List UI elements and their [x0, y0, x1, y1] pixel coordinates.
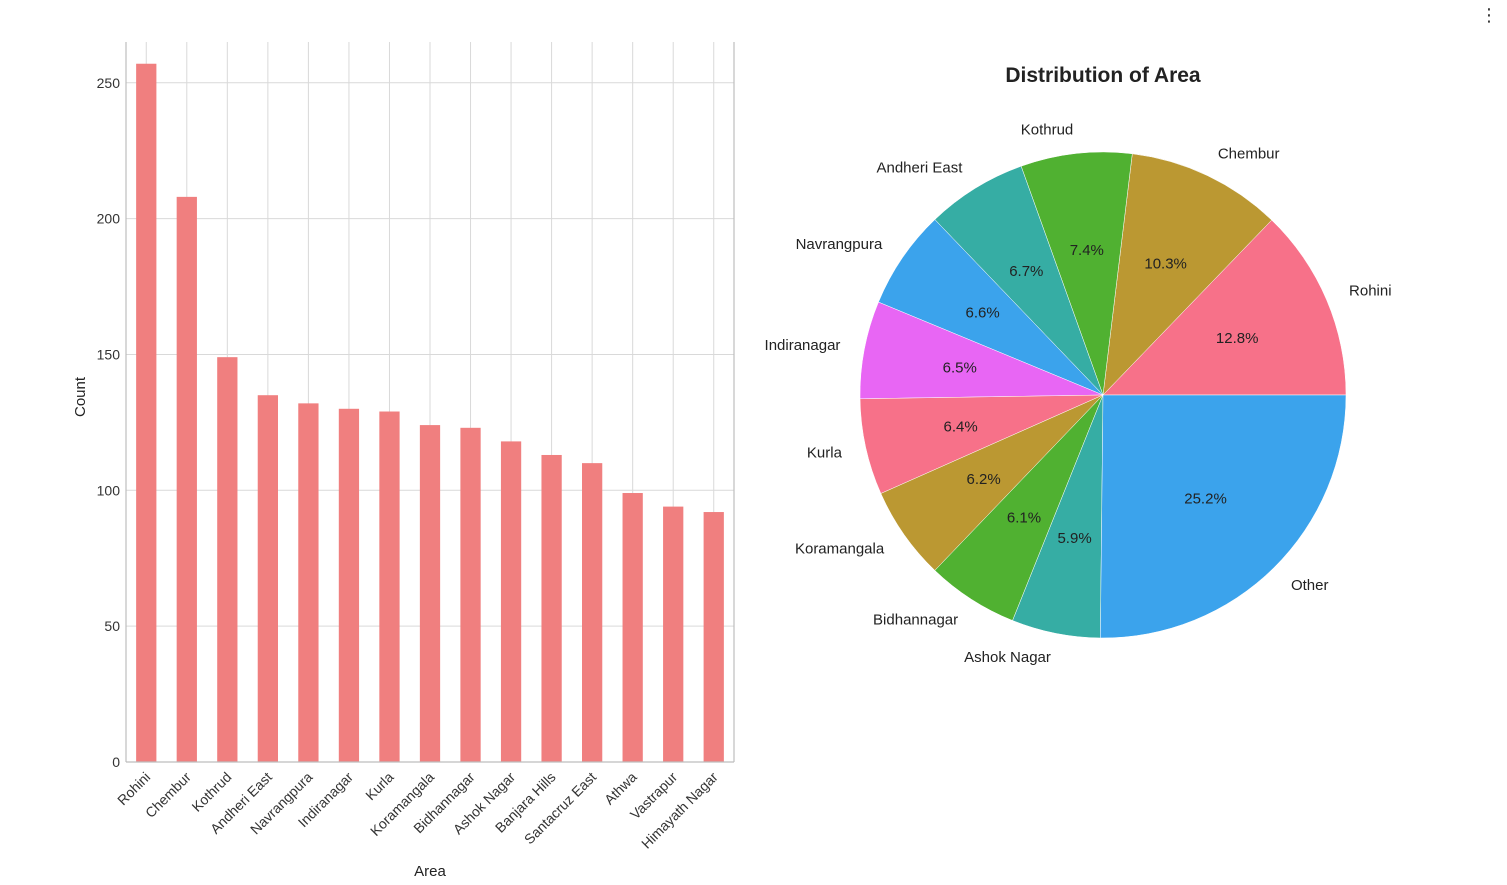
bar-y-tick-label: 150: [97, 346, 121, 362]
bar-series: [136, 63, 724, 763]
pie-slice-label: Bidhannagar: [873, 612, 958, 629]
pie-slice-label: Kothrud: [1021, 121, 1074, 138]
pie-slice-label: Chembur: [1218, 146, 1280, 163]
bar-y-tick-label: 200: [97, 211, 121, 227]
bar-x-tick-label: Santacruz East: [521, 769, 600, 848]
pie-percent-label: 6.7%: [1009, 263, 1043, 280]
pie-slice-label: Rohini: [1349, 282, 1392, 299]
pie-slice: [1102, 153, 1273, 396]
bar: [379, 411, 400, 762]
bar-y-axis-label: Count: [72, 376, 89, 417]
pie-slice: [1020, 151, 1133, 396]
bar-x-tick-label: Himayath Nagar: [638, 769, 721, 852]
pie-slice-label: Other: [1291, 577, 1329, 594]
bar: [338, 408, 360, 762]
bar: [541, 454, 562, 762]
bar-y-tick-label: 0: [112, 754, 120, 770]
bar: [460, 427, 481, 762]
bar-x-axis-label: Area: [414, 863, 446, 880]
bar-axes: [125, 42, 735, 763]
bar-x-tick-label: Athwa: [601, 769, 640, 808]
pie-percent-labels: 12.8% 10.3% 7.4% 6.7% 6.6% 6.5% 6.4% 6.2% 6.1% 5.…: [943, 242, 1259, 547]
pie-percent-label: 25.2%: [1184, 491, 1227, 508]
pie-percent-label: 6.2%: [967, 471, 1001, 488]
pie-percent-label: 12.8%: [1216, 330, 1259, 347]
pie-slice: [1102, 219, 1347, 396]
pie-chart: Distribution of Area 12.8% 10.3% 7.4% 6.7% 6…: [765, 64, 1392, 666]
bar-x-tick-label: Rohini: [114, 769, 153, 808]
pie-slice: [1100, 394, 1347, 639]
bar: [500, 441, 522, 762]
pie-percent-label: 5.9%: [1057, 530, 1091, 547]
pie-percent-label: 6.6%: [966, 305, 1000, 322]
pie-percent-label: 10.3%: [1144, 255, 1187, 272]
bar: [298, 403, 319, 762]
bar: [582, 463, 603, 762]
bar: [622, 493, 643, 762]
bar: [419, 425, 441, 762]
pie-percent-label: 6.4%: [944, 418, 978, 435]
bar-x-tick-label: Chembur: [142, 769, 194, 821]
pie-slice-label: Ashok Nagar: [964, 649, 1051, 666]
pie-slice-label: Navrangpura: [796, 236, 883, 253]
pie-slice-label: Koramangala: [795, 541, 885, 558]
bar-y-tick-label: 100: [97, 482, 121, 498]
pie-percent-label: 7.4%: [1070, 242, 1104, 259]
pie-title: Distribution of Area: [1005, 64, 1201, 87]
bar: [703, 512, 724, 762]
bar: [257, 395, 278, 762]
pie-slice-labels: Rohini Chembur Kothrud Andheri East Navrangp…: [765, 121, 1392, 666]
bar: [136, 63, 157, 763]
pie-percent-label: 6.1%: [1007, 510, 1041, 527]
bar-x-tick-label: Kurla: [362, 769, 397, 804]
bar: [663, 506, 684, 762]
bar-y-tick-labels: 0 50 100 150 200 250: [97, 75, 121, 770]
pie-slices: [859, 151, 1347, 639]
bar-y-tick-label: 250: [97, 75, 121, 91]
pie-slice-label: Andheri East: [876, 160, 963, 177]
bar: [176, 196, 197, 762]
bar: [217, 357, 238, 762]
bar-chart: 0 50 100 150 200 250 RohiniChemburKothrudAndh…: [72, 42, 735, 880]
pie-slice-label: Kurla: [807, 444, 843, 461]
more-options-icon[interactable]: ⋮: [1480, 5, 1498, 25]
pie-slice-label: Indiranagar: [765, 337, 841, 354]
bar-y-tick-label: 50: [104, 618, 120, 634]
pie-percent-label: 6.5%: [943, 360, 977, 377]
